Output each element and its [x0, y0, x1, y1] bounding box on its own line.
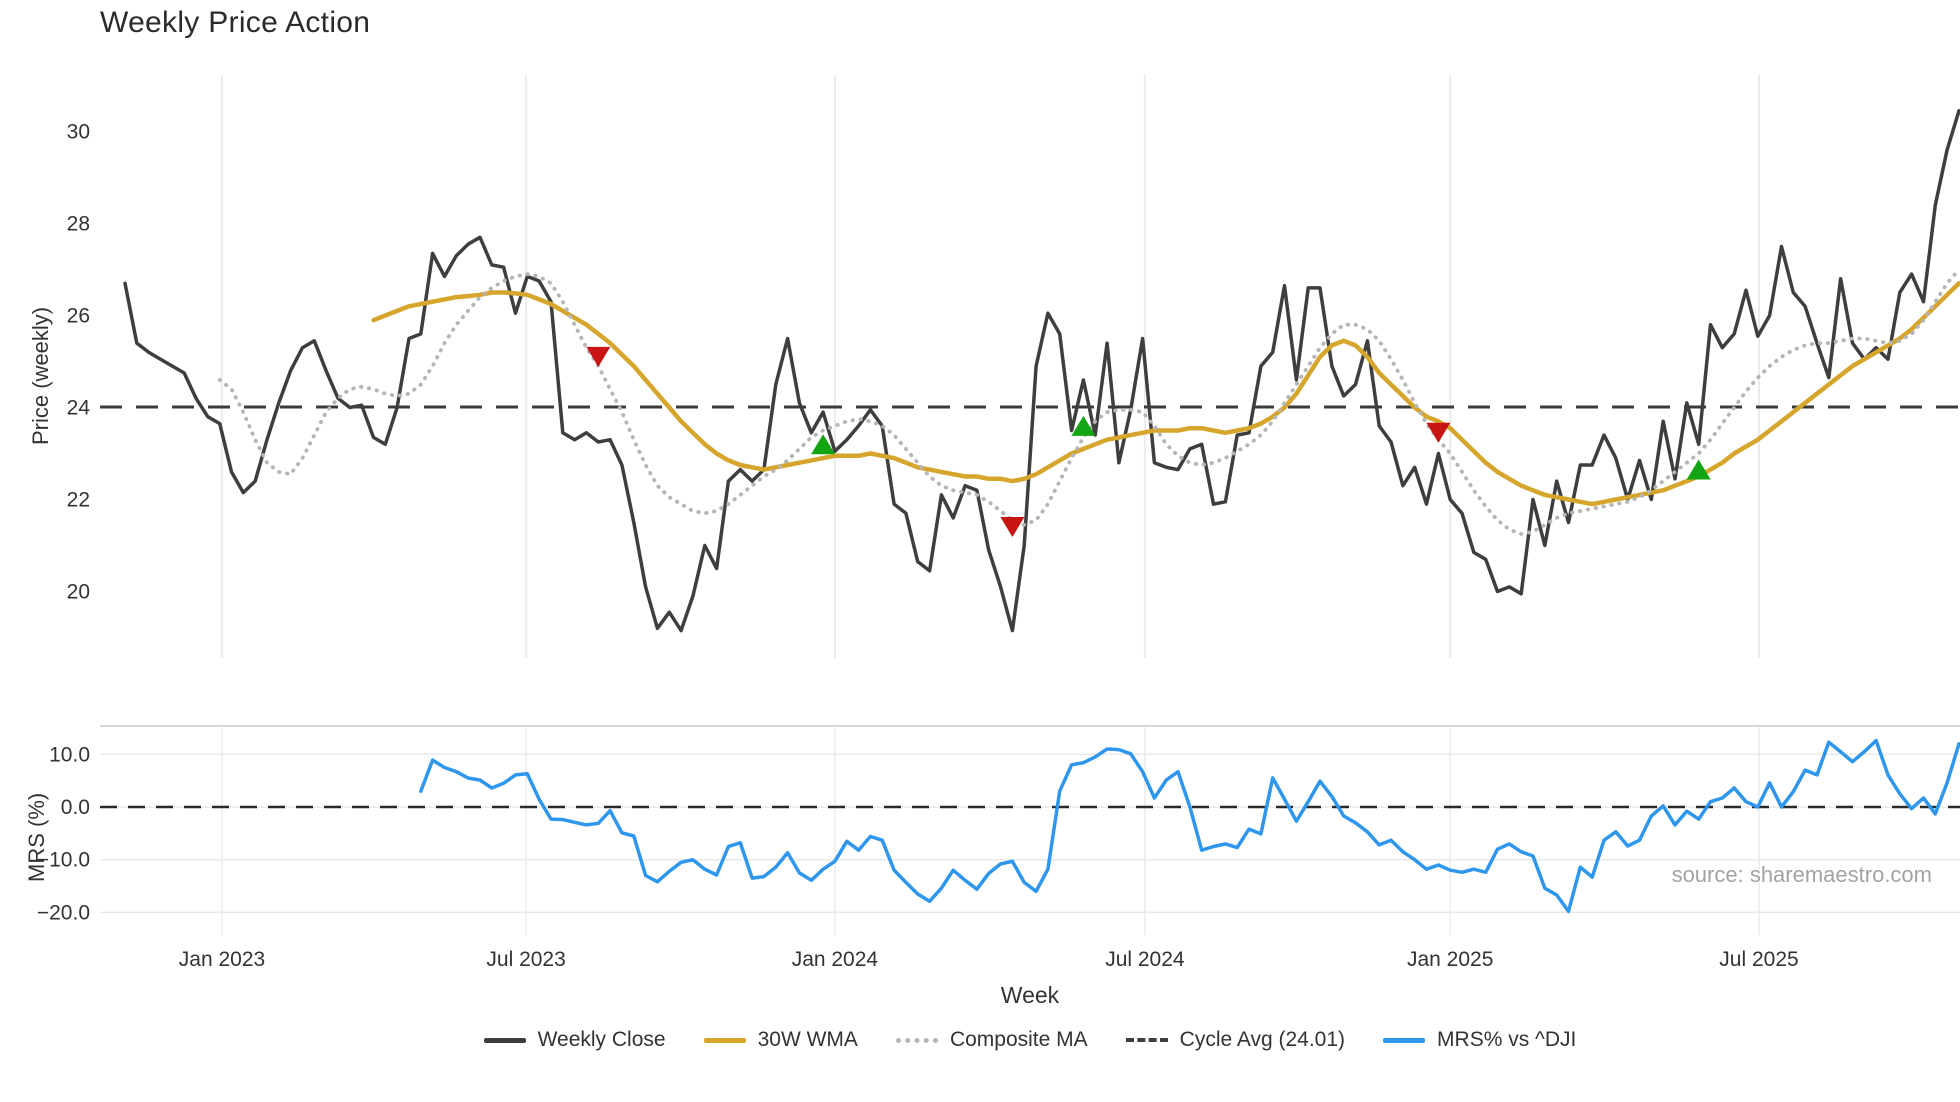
series-weekly-close[interactable] [123, 109, 1960, 633]
x-tick-label: Jan 2023 [179, 948, 265, 971]
sell-marker-icon[interactable] [1000, 517, 1025, 538]
legend-item-mrs-vs-dji[interactable]: MRS% vs ^DJI [1383, 1028, 1576, 1052]
price-tick-label: 26 [67, 305, 90, 328]
legend-item-label: Cycle Avg (24.01) [1179, 1028, 1346, 1051]
x-axis-title: Week [1000, 982, 1060, 1008]
legend-item-label: 30W WMA [757, 1028, 858, 1051]
mrs-tick-label: −10.0 [37, 849, 90, 872]
buy-marker-icon[interactable] [811, 434, 836, 455]
mrs-tick-label: 0.0 [61, 796, 90, 819]
price-tick-label: 28 [67, 213, 90, 236]
price-tick-label: 30 [67, 121, 90, 144]
chart-title: Weekly Price Action [100, 6, 371, 39]
x-tick-label: Jul 2025 [1719, 948, 1798, 971]
legend-item-label: Weekly Close [537, 1028, 666, 1051]
legend-swatch-icon [483, 1037, 526, 1043]
legend-swatch-icon [895, 1037, 938, 1043]
price-tick-label: 24 [67, 397, 91, 420]
legend-item-cycle-avg-24-01-[interactable]: Cycle Avg (24.01) [1125, 1028, 1346, 1052]
legend-item-30w-wma[interactable]: 30W WMA [703, 1028, 858, 1052]
legend-swatch-icon [1125, 1038, 1168, 1042]
legend-item-composite-ma[interactable]: Composite MA [895, 1028, 1088, 1052]
buy-marker-icon[interactable] [1071, 415, 1096, 436]
x-tick-label: Jan 2025 [1407, 948, 1493, 971]
x-tick-label: Jul 2024 [1105, 948, 1185, 971]
legend: Weekly Close 30W WMA Composite MA Cycle … [100, 1028, 1960, 1052]
x-tick-label: Jul 2023 [486, 948, 565, 971]
mrs-tick-label: 10.0 [49, 743, 90, 766]
mrs-tick-label: −20.0 [37, 901, 90, 924]
series-mrs-vs-dji[interactable] [419, 738, 1960, 914]
legend-swatch-icon [1383, 1037, 1426, 1043]
price-tick-label: 20 [67, 581, 90, 604]
sell-marker-icon[interactable] [1426, 422, 1451, 443]
x-tick-label: Jan 2024 [792, 948, 879, 971]
legend-swatch-icon [703, 1037, 746, 1043]
legend-item-weekly-close[interactable]: Weekly Close [483, 1028, 666, 1052]
legend-item-label: MRS% vs ^DJI [1437, 1028, 1577, 1051]
buy-marker-icon[interactable] [1686, 459, 1711, 480]
legend-item-label: Composite MA [949, 1028, 1088, 1051]
sell-marker-icon[interactable] [586, 346, 611, 367]
price-tick-label: 22 [67, 489, 90, 512]
source-note: source: sharemaestro.com [1671, 862, 1932, 887]
